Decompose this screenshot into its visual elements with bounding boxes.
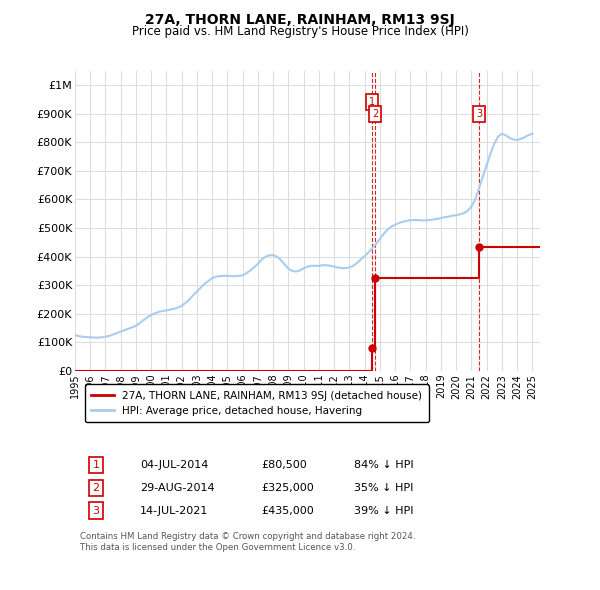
Text: 04-JUL-2014: 04-JUL-2014 [140,460,208,470]
Text: £435,000: £435,000 [261,506,314,516]
Text: Contains HM Land Registry data © Crown copyright and database right 2024.
This d: Contains HM Land Registry data © Crown c… [80,532,415,552]
Text: 2: 2 [92,483,100,493]
Text: 27A, THORN LANE, RAINHAM, RM13 9SJ: 27A, THORN LANE, RAINHAM, RM13 9SJ [145,13,455,27]
Text: £80,500: £80,500 [261,460,307,470]
Text: 84% ↓ HPI: 84% ↓ HPI [354,460,413,470]
Text: 14-JUL-2021: 14-JUL-2021 [140,506,208,516]
Legend: 27A, THORN LANE, RAINHAM, RM13 9SJ (detached house), HPI: Average price, detache: 27A, THORN LANE, RAINHAM, RM13 9SJ (deta… [85,385,428,422]
Text: 3: 3 [92,506,100,516]
Text: £325,000: £325,000 [261,483,314,493]
Text: Price paid vs. HM Land Registry's House Price Index (HPI): Price paid vs. HM Land Registry's House … [131,25,469,38]
Text: 39% ↓ HPI: 39% ↓ HPI [354,506,413,516]
Text: 2: 2 [372,109,378,119]
Text: 35% ↓ HPI: 35% ↓ HPI [354,483,413,493]
Text: 1: 1 [92,460,100,470]
Text: 3: 3 [476,109,482,119]
Text: 1: 1 [369,97,376,107]
Text: 29-AUG-2014: 29-AUG-2014 [140,483,215,493]
